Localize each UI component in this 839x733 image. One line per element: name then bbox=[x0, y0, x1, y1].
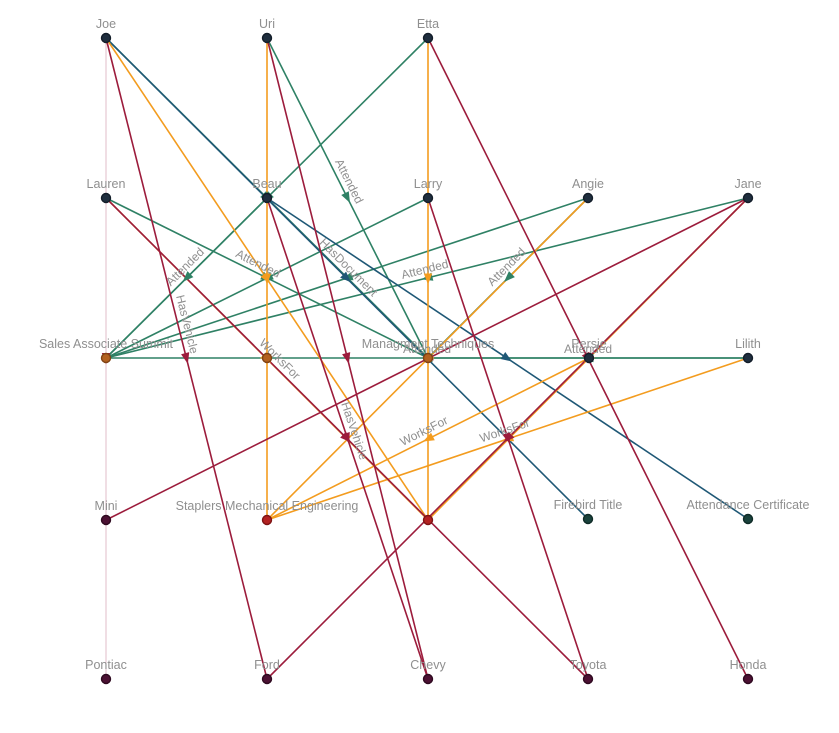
arrowhead-icon bbox=[340, 271, 351, 283]
arrowhead-icon bbox=[423, 432, 435, 442]
node-label-lilith: Lilith bbox=[735, 337, 761, 351]
node-label-etta: Etta bbox=[417, 17, 439, 31]
node-label-uri: Uri bbox=[259, 17, 275, 31]
edge-label: Attended bbox=[484, 245, 528, 289]
node-label-jane: Jane bbox=[734, 177, 761, 191]
node-attcert[interactable] bbox=[742, 513, 754, 525]
node-label-chevy: Chevy bbox=[410, 658, 446, 672]
node-label-beau: Beau bbox=[252, 177, 281, 191]
node-larry[interactable] bbox=[422, 192, 434, 204]
node-sas[interactable] bbox=[100, 352, 112, 364]
edge-label: Attended bbox=[163, 245, 207, 289]
arrowhead-icon bbox=[503, 431, 515, 443]
node-label-toyota: Toyota bbox=[570, 658, 607, 672]
node-c1[interactable] bbox=[261, 352, 273, 364]
node-joe[interactable] bbox=[100, 32, 112, 44]
node-labels-layer: Joe Uri Etta Lauren Beau Larry Angie Jane Sales … bbox=[39, 17, 810, 672]
node-jane[interactable] bbox=[742, 192, 754, 204]
edge-label: Attended bbox=[233, 247, 282, 281]
arrowhead-icon bbox=[504, 271, 515, 282]
node-staplers[interactable] bbox=[261, 514, 273, 526]
node-label-angie: Angie bbox=[572, 177, 604, 191]
arrowhead-icon bbox=[341, 191, 350, 203]
node-lilith[interactable] bbox=[742, 352, 754, 364]
node-persie[interactable] bbox=[583, 352, 595, 364]
node-c2[interactable] bbox=[422, 514, 434, 526]
node-label-larry: Larry bbox=[414, 177, 443, 191]
node-etta[interactable] bbox=[422, 32, 434, 44]
node-firebird[interactable] bbox=[582, 513, 594, 525]
nodes-layer bbox=[100, 32, 754, 685]
node-label-mini: Mini bbox=[95, 499, 118, 513]
node-uri[interactable] bbox=[261, 32, 273, 44]
node-toyota[interactable] bbox=[582, 673, 594, 685]
node-ford[interactable] bbox=[261, 673, 273, 685]
edge-label: Attended bbox=[403, 342, 451, 356]
node-label-honda: Honda bbox=[730, 658, 767, 672]
arrowhead-icon bbox=[423, 273, 433, 285]
node-angie[interactable] bbox=[582, 192, 594, 204]
node-label-mt: Managment Techniques bbox=[362, 337, 495, 351]
node-label-lauren: Lauren bbox=[87, 177, 126, 191]
arrowhead-icon bbox=[342, 352, 351, 364]
node-mini[interactable] bbox=[100, 514, 112, 526]
node-label-persie: Persie bbox=[571, 337, 606, 351]
node-label-staplers: Staplers Mechanical Engineering bbox=[176, 499, 359, 513]
arrowhead-icon bbox=[340, 431, 351, 443]
arrowhead-icon bbox=[182, 271, 194, 282]
node-lauren[interactable] bbox=[100, 192, 112, 204]
node-pontiac[interactable] bbox=[100, 673, 112, 685]
node-mt[interactable] bbox=[422, 352, 434, 364]
edge-labels-layer: Attended Attended Attended Attended Attended… bbox=[163, 157, 612, 462]
arrowhead-icon bbox=[181, 352, 190, 364]
node-label-pontiac: Pontiac bbox=[85, 658, 127, 672]
arrowhead-icon bbox=[500, 351, 513, 362]
node-chevy[interactable] bbox=[422, 673, 434, 685]
node-label-ford: Ford bbox=[254, 658, 280, 672]
node-label-firebird: Firebird Title bbox=[554, 498, 623, 512]
arrowhead-icon bbox=[262, 273, 272, 285]
edge-label: Attended bbox=[564, 342, 612, 356]
node-beau[interactable] bbox=[261, 192, 273, 204]
node-label-sas: Sales Associate Summit bbox=[39, 337, 174, 351]
node-label-attcert: Attendance Certificate bbox=[687, 498, 810, 512]
node-honda[interactable] bbox=[742, 673, 754, 685]
node-label-joe: Joe bbox=[96, 17, 116, 31]
